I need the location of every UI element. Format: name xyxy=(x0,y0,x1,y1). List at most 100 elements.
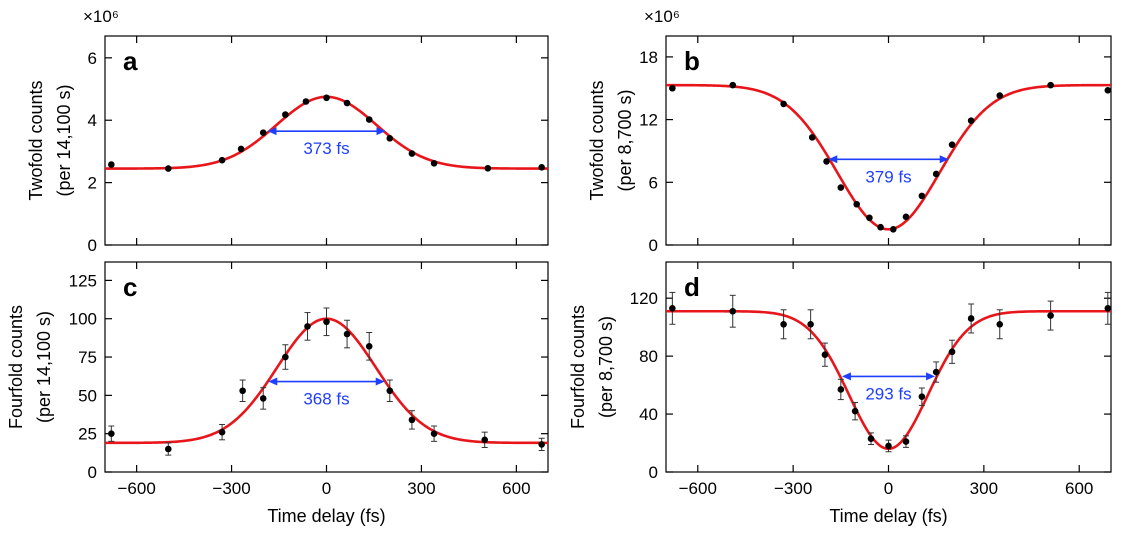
data-point xyxy=(343,99,351,107)
panel-a: 0 2 4 6 ×10⁶ Twofold counts (per 14,100 s) a 373… xyxy=(26,7,549,255)
data-point xyxy=(902,213,910,221)
data-point xyxy=(323,318,330,326)
data-point xyxy=(282,111,289,118)
y-axis-label: Twofold counts xyxy=(26,80,46,200)
fwhm-label: 373 fs xyxy=(303,139,349,158)
data-point xyxy=(1104,305,1112,312)
data-point xyxy=(108,430,115,437)
fwhm-arrow-head-left xyxy=(268,377,278,386)
y-tick-label: 18 xyxy=(639,48,658,67)
panel-letter: a xyxy=(123,46,138,76)
data-point xyxy=(918,192,926,200)
panel-letter: b xyxy=(684,46,700,76)
y-tick-label: 40 xyxy=(639,405,658,424)
fwhm-arrow-head-right xyxy=(939,155,949,164)
x-tick-label: 600 xyxy=(1065,479,1093,498)
data-point xyxy=(866,214,873,222)
plot-frame xyxy=(665,35,1112,246)
data-point xyxy=(1047,312,1054,319)
x-tick-label: 300 xyxy=(407,479,435,498)
data-point xyxy=(948,141,956,148)
data-point xyxy=(164,165,172,172)
y-tick-label: 0 xyxy=(88,463,97,482)
data-point xyxy=(729,81,737,89)
data-point xyxy=(808,134,816,141)
y-axis-label: (per 8,700 s) xyxy=(596,316,616,418)
data-point xyxy=(877,223,884,231)
y-axis-label: (per 8,700 s) xyxy=(615,89,635,191)
data-point xyxy=(343,330,351,338)
data-point xyxy=(932,170,940,178)
data-point xyxy=(237,145,245,153)
y-tick-label: 0 xyxy=(649,463,658,482)
y-tick-label: 120 xyxy=(630,289,658,308)
fwhm-arrow-head-left xyxy=(267,127,277,136)
data-point xyxy=(323,94,330,102)
fwhm-arrow-head-right xyxy=(376,127,386,136)
y-tick-label: 4 xyxy=(88,111,97,130)
fit-curve xyxy=(666,309,1111,451)
data-point xyxy=(780,320,787,328)
data-point xyxy=(837,386,845,393)
y-tick-label: 2 xyxy=(88,174,97,193)
x-tick-label: 300 xyxy=(970,479,998,498)
data-point xyxy=(408,150,416,157)
y-tick-label: 80 xyxy=(639,347,658,366)
y-axis-label: Fourfold counts xyxy=(568,305,588,429)
fwhm-label: 293 fs xyxy=(865,384,911,403)
y-tick-label: 25 xyxy=(78,425,97,444)
data-point xyxy=(807,320,814,328)
y-tick-label: 0 xyxy=(649,236,658,255)
data-point xyxy=(851,407,859,415)
data-point xyxy=(837,184,845,191)
y-axis-label: Fourfold counts xyxy=(6,305,26,429)
y-tick-label: 12 xyxy=(639,111,658,130)
data-point xyxy=(538,164,545,171)
y-tick-label: 125 xyxy=(69,271,97,290)
fwhm-arrow-head-left xyxy=(828,155,838,164)
data-point xyxy=(853,200,861,208)
data-point xyxy=(902,438,910,445)
x-axis-label: Time delay (fs) xyxy=(267,506,385,526)
fwhm-arrow-head-left xyxy=(841,372,851,381)
data-point xyxy=(164,445,172,453)
panel-letter: d xyxy=(684,272,700,302)
panel-d: −600 −300 0 300 600 0 40 80 120 Fourfold counts (p… xyxy=(568,261,1112,526)
data-point xyxy=(430,159,438,167)
fwhm-arrow-head-right xyxy=(375,377,385,386)
data-point xyxy=(259,395,267,402)
data-point xyxy=(867,435,875,442)
y-axis-label: (per 14,100 s) xyxy=(34,311,54,423)
data-point xyxy=(996,320,1004,328)
y-axis-label: (per 14,100 s) xyxy=(54,84,74,196)
data-point xyxy=(484,164,492,172)
panel-c: −600 −300 0 300 600 0 25 50 75 100 125 Fourfold cou… xyxy=(6,261,549,526)
x-tick-label: 0 xyxy=(884,479,893,498)
data-point xyxy=(430,430,438,437)
data-point xyxy=(365,116,373,123)
data-point xyxy=(967,117,975,124)
data-point xyxy=(1047,81,1054,89)
data-point xyxy=(669,305,676,312)
fwhm-label: 368 fs xyxy=(303,390,349,409)
fit-curve xyxy=(666,83,1111,231)
data-point xyxy=(729,307,737,315)
data-point xyxy=(386,135,394,142)
data-point xyxy=(239,387,246,395)
data-point xyxy=(932,368,940,376)
data-point xyxy=(304,323,311,330)
data-point xyxy=(967,315,975,322)
data-point xyxy=(538,441,545,448)
y-tick-label: 100 xyxy=(69,310,97,329)
data-point xyxy=(282,353,289,361)
x-axis-label: Time delay (fs) xyxy=(829,506,947,526)
fwhm-label: 379 fs xyxy=(865,167,911,186)
x-tick-label: −600 xyxy=(679,479,717,498)
data-point xyxy=(669,84,676,92)
data-point xyxy=(302,98,310,105)
x-tick-label: 0 xyxy=(322,479,331,498)
data-point xyxy=(996,92,1004,99)
y-tick-label: 75 xyxy=(78,348,97,367)
data-point xyxy=(481,436,489,444)
